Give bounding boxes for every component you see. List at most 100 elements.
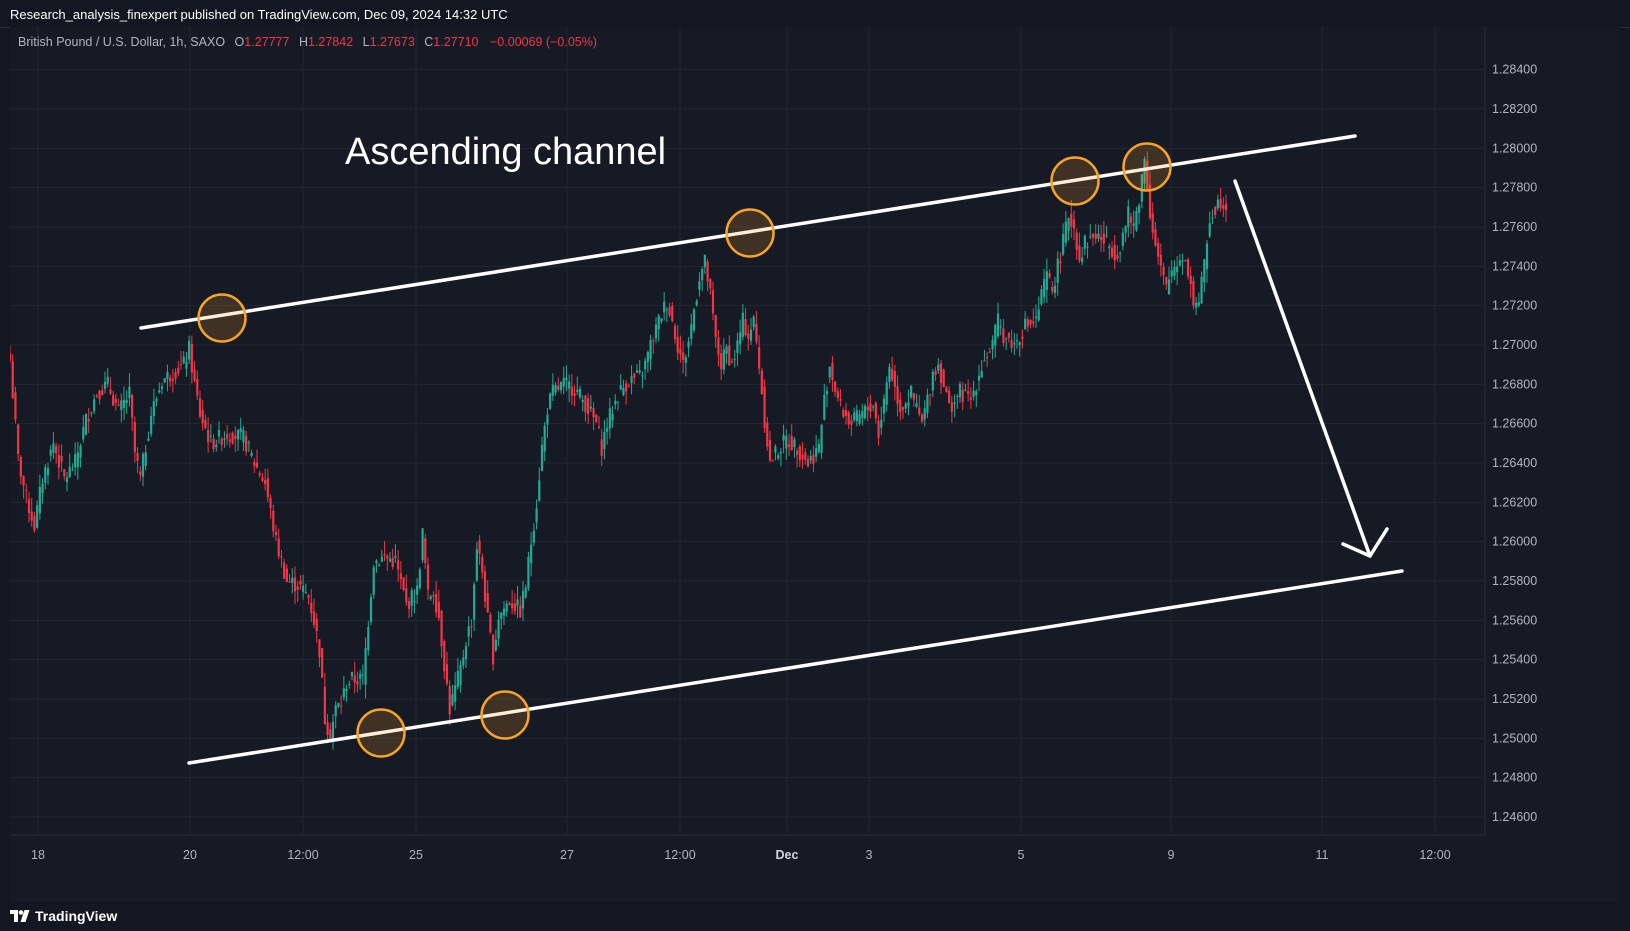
- tradingview-logo-icon: [10, 910, 30, 922]
- touch-circle[interactable]: [480, 690, 530, 740]
- chart-area[interactable]: 1.28400 1.28200 1.28000 1.27800 1.27600 1.274…: [10, 27, 1620, 902]
- candle-body: [424, 538, 427, 564]
- candle-body: [972, 390, 975, 397]
- candles: [10, 151, 1228, 750]
- candle-body: [152, 401, 155, 417]
- candle-body: [46, 468, 50, 476]
- candle-body: [310, 602, 313, 614]
- candle-body: [899, 399, 902, 412]
- y-tick-label: 1.28400: [1492, 63, 1537, 77]
- touch-circle[interactable]: [1050, 156, 1100, 206]
- candle-body: [532, 530, 535, 543]
- candle-body: [14, 392, 17, 420]
- symbol-label[interactable]: British Pound / U.S. Dollar, 1h, SAXO: [18, 35, 226, 49]
- candle-body: [247, 442, 250, 444]
- candle-body: [57, 454, 60, 468]
- x-tick-label: 12:00: [287, 848, 318, 862]
- candle-body: [937, 364, 940, 371]
- annotation-title[interactable]: Ascending channel: [345, 131, 666, 173]
- candle-body: [1159, 254, 1162, 266]
- candle-body: [1219, 198, 1222, 208]
- candle-body: [706, 261, 709, 282]
- channel-lower-line[interactable]: [187, 569, 1404, 765]
- candle-body: [880, 419, 883, 428]
- open-value: 1.27777: [244, 35, 290, 49]
- candle-body: [1197, 302, 1200, 306]
- candle-body: [709, 279, 712, 289]
- candle-body: [340, 705, 343, 707]
- candle-body: [125, 400, 128, 404]
- candle-body: [394, 556, 397, 558]
- y-tick-label: 1.26600: [1492, 417, 1537, 431]
- candle-body: [220, 438, 223, 445]
- candle-body: [665, 309, 668, 311]
- tradingview-brand[interactable]: TradingView: [10, 908, 117, 924]
- candle-body: [1127, 206, 1130, 228]
- candle-body: [158, 390, 161, 393]
- candle-body: [87, 419, 90, 422]
- price-chart[interactable]: 1.28400 1.28200 1.28000 1.27800 1.27600 1.274…: [10, 27, 1620, 902]
- candle-body: [595, 414, 598, 423]
- candle-body: [986, 356, 989, 359]
- projection-arrow-shaft[interactable]: [1233, 179, 1372, 558]
- candle-body: [711, 290, 715, 314]
- touch-circle[interactable]: [197, 293, 247, 343]
- candle-body: [1053, 285, 1057, 293]
- candle-body: [508, 603, 511, 605]
- y-tick-label: 1.28200: [1492, 102, 1537, 116]
- candle-body: [513, 603, 516, 612]
- projection-arrow-head[interactable]: [1341, 527, 1389, 558]
- candle-body: [264, 479, 267, 485]
- touch-circle[interactable]: [1122, 142, 1172, 192]
- candle-body: [410, 590, 413, 606]
- candle-body: [1138, 205, 1141, 213]
- candle-body: [806, 459, 810, 467]
- candle-body: [228, 439, 231, 442]
- candle-body: [1192, 280, 1195, 306]
- candle-body: [226, 434, 229, 439]
- candle-body: [1203, 259, 1206, 283]
- candle-body: [421, 528, 424, 561]
- candle-body: [673, 325, 677, 340]
- x-tick-label: 27: [560, 848, 574, 862]
- candle-body: [839, 399, 842, 401]
- candle-body: [1005, 338, 1008, 340]
- y-tick-label: 1.25000: [1492, 731, 1537, 745]
- x-tick-label: Dec: [776, 848, 799, 862]
- channel-upper-line[interactable]: [139, 134, 1357, 330]
- candle-body: [22, 475, 25, 486]
- candle-body: [934, 370, 937, 375]
- candle-body: [90, 412, 93, 414]
- candle-body: [242, 430, 245, 443]
- candle-body: [1089, 236, 1092, 238]
- annotations[interactable]: Ascending channel: [139, 131, 1404, 765]
- candle-body: [236, 429, 240, 440]
- candle-body: [573, 393, 576, 396]
- candle-body: [766, 422, 769, 447]
- candle-body: [207, 430, 210, 443]
- candle-body: [882, 398, 886, 414]
- candle-body: [820, 424, 823, 454]
- candle-body: [1015, 340, 1019, 342]
- candle-body: [296, 586, 299, 590]
- x-tick-label: 3: [866, 848, 873, 862]
- candle-body: [1129, 216, 1133, 223]
- touch-circle[interactable]: [356, 708, 406, 758]
- candle-body: [169, 377, 172, 382]
- candle-body: [285, 568, 288, 582]
- candle-body: [1214, 206, 1217, 216]
- footer-bar: TradingView: [0, 903, 1630, 931]
- candle-body: [847, 412, 850, 425]
- candle-body: [361, 674, 364, 676]
- candle-body: [84, 413, 88, 435]
- candle-body: [342, 688, 345, 698]
- top-bar: Research_analysis_finexpert published on…: [0, 0, 1630, 28]
- candle-body: [448, 686, 451, 715]
- touch-circle[interactable]: [725, 208, 775, 258]
- candle-body: [155, 398, 158, 402]
- candle-body: [55, 446, 58, 454]
- candle-body: [1200, 276, 1203, 304]
- candle-body: [929, 394, 932, 396]
- candle-body: [380, 556, 383, 562]
- candle-body: [741, 312, 744, 337]
